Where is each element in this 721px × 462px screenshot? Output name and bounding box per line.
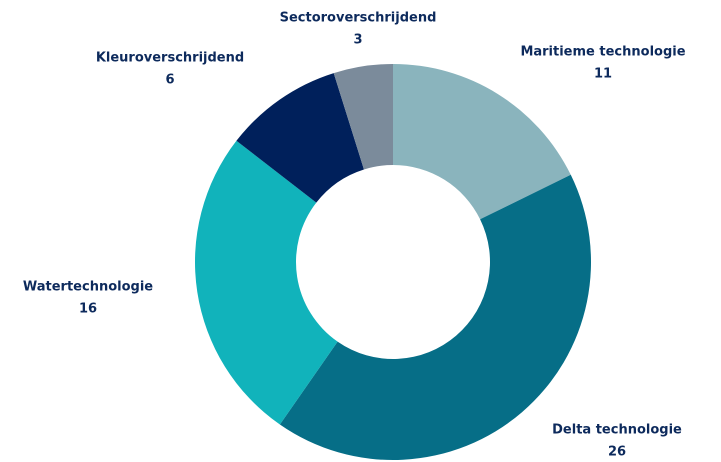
slice-label: Watertechnologie: [23, 280, 153, 295]
donut-slice: [236, 73, 364, 203]
slice-label: Sectoroverschrijdend: [280, 11, 437, 26]
donut-slice: [195, 140, 338, 425]
slice-value: 11: [594, 67, 612, 82]
slice-label: Kleuroverschrijdend: [96, 51, 244, 66]
donut-slice: [279, 174, 592, 461]
slice-label: Delta technologie: [552, 423, 682, 438]
slice-label: Maritieme technologie: [520, 45, 685, 60]
slice-value: 6: [165, 73, 174, 88]
slice-value: 3: [353, 33, 362, 48]
donut-slice: [333, 64, 393, 170]
slice-value: 16: [79, 302, 97, 317]
donut-slice: [393, 64, 571, 220]
slice-value: 26: [608, 445, 626, 460]
